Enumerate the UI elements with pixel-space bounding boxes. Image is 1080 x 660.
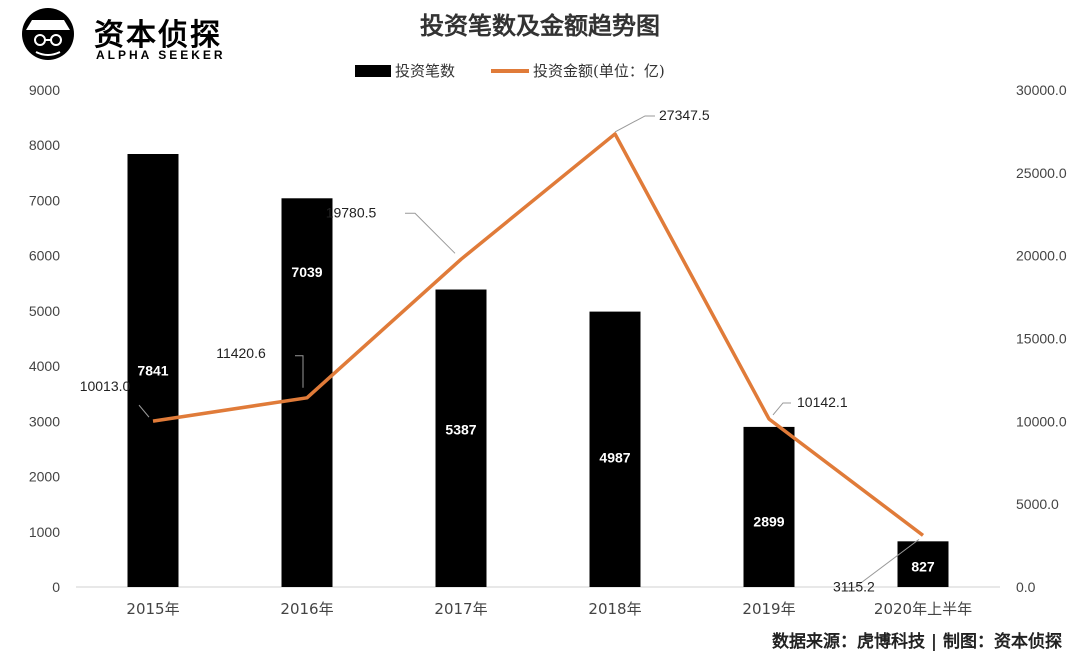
brand-logo: 资本侦探 ALPHA SEEKER [18, 4, 238, 64]
line-value-label: 10142.1 [797, 394, 848, 410]
y-right-tick: 30000.0 [1016, 82, 1067, 98]
bar-value-label: 7039 [291, 264, 322, 280]
line-label-leader [843, 538, 920, 588]
y-left-tick: 4000 [29, 358, 60, 374]
y-left-tick: 1000 [29, 524, 60, 540]
detective-icon [22, 8, 74, 60]
line-label-leader [772, 402, 791, 416]
y-left-tick: 0 [52, 579, 60, 595]
y-right-tick: 10000.0 [1016, 413, 1067, 429]
y-right-tick: 0.0 [1016, 579, 1036, 595]
line-label-leader [614, 115, 655, 133]
bar-value-label: 4987 [599, 450, 630, 466]
line-value-label: 11420.6 [216, 345, 266, 361]
x-tick: 2018年 [588, 600, 641, 618]
y-right-tick: 15000.0 [1016, 331, 1067, 347]
x-tick: 2016年 [280, 600, 333, 618]
line-value-label: 3115.2 [833, 578, 875, 594]
line-value-label: 27347.5 [659, 107, 710, 123]
line-label-leader [295, 355, 304, 388]
bar-value-label: 5387 [445, 421, 476, 437]
y-left-tick: 8000 [29, 137, 60, 153]
footer-source: 数据来源：虎博科技 | 制图：资本侦探 [771, 632, 1062, 652]
bar [589, 311, 641, 587]
brand-name-cn: 资本侦探 [94, 18, 222, 53]
legend-line-swatch [491, 68, 530, 73]
y-left-tick: 9000 [29, 82, 60, 98]
bar-value-label: 2899 [753, 513, 784, 529]
y-left-tick: 5000 [29, 303, 60, 319]
line-label-leader [138, 404, 150, 418]
legend-line-label: 投资金额(单位：亿) [533, 62, 665, 80]
line-value-label: 10013.0 [80, 378, 131, 394]
chart-title: 投资笔数及金额趋势图 [420, 11, 660, 40]
y-left-tick: 3000 [29, 413, 60, 429]
y-right-tick: 5000.0 [1016, 496, 1059, 512]
bar-value-label: 7841 [137, 363, 168, 379]
y-right-tick: 25000.0 [1016, 165, 1067, 181]
bar [281, 198, 333, 587]
x-tick: 2020年上半年 [874, 600, 972, 618]
line-label-leader [405, 212, 456, 254]
bar [127, 154, 179, 587]
y-left-tick: 7000 [29, 192, 60, 208]
bar-value-label: 827 [911, 558, 935, 574]
legend-bar-label: 投资笔数 [395, 62, 456, 80]
y-left-tick: 2000 [29, 469, 60, 485]
legend: 投资笔数 投资金额(单位：亿) [355, 60, 665, 81]
x-tick: 2015年 [126, 600, 179, 618]
legend-bar-swatch [355, 64, 391, 77]
x-tick: 2017年 [434, 600, 487, 618]
series-line [152, 132, 925, 537]
bar [435, 289, 487, 587]
y-right-tick: 20000.0 [1016, 248, 1067, 264]
bar [743, 426, 795, 587]
line-value-label: 19780.5 [326, 204, 377, 220]
x-tick: 2019年 [742, 600, 795, 618]
brand-name-en: ALPHA SEEKER [96, 48, 226, 62]
y-left-tick: 6000 [29, 248, 60, 264]
